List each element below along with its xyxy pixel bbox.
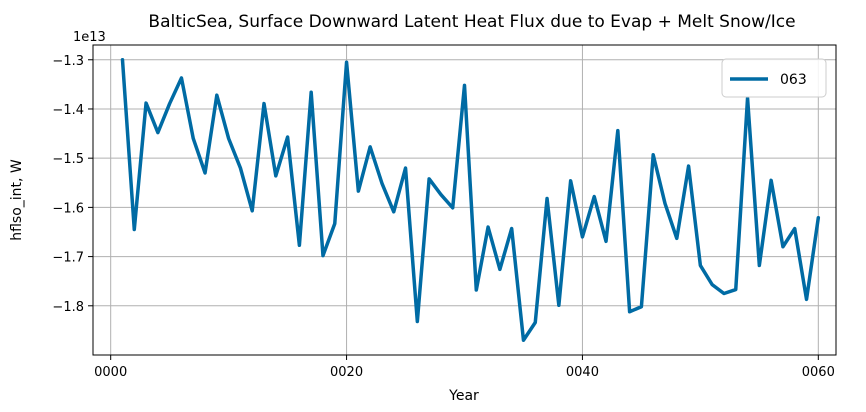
x-tick-label: 0000 bbox=[94, 365, 127, 380]
plot-frame bbox=[92, 44, 837, 356]
y-tick-label: −1.3 bbox=[52, 54, 84, 69]
legend-box bbox=[721, 58, 827, 98]
y-tick-label: −1.6 bbox=[52, 201, 84, 216]
x-tick-label: 0020 bbox=[330, 365, 363, 380]
chart-title: BalticSea, Surface Downward Latent Heat … bbox=[148, 12, 795, 32]
x-tick-label: 0060 bbox=[802, 365, 835, 380]
series-line-0 bbox=[120, 58, 821, 342]
legend: 063 bbox=[721, 58, 827, 98]
series-layer bbox=[120, 58, 821, 342]
y-tick-label: −1.7 bbox=[52, 251, 84, 266]
x-axis-label: Year bbox=[448, 388, 479, 404]
y-axis-label: hflso_int, W bbox=[9, 159, 25, 241]
y-tick-label: −1.8 bbox=[52, 300, 84, 315]
y-tick-label: −1.4 bbox=[52, 103, 84, 118]
y-tick-label: −1.5 bbox=[52, 152, 84, 167]
axis-ticks: 0000 0020 0040 0060 −1.8 −1.7 −1.6 −1.5 −1.4 −1.3 bbox=[52, 54, 834, 380]
x-tick-label: 0040 bbox=[566, 365, 599, 380]
y-offset-label: 1e13 bbox=[73, 30, 106, 45]
legend-label: 063 bbox=[780, 72, 807, 88]
